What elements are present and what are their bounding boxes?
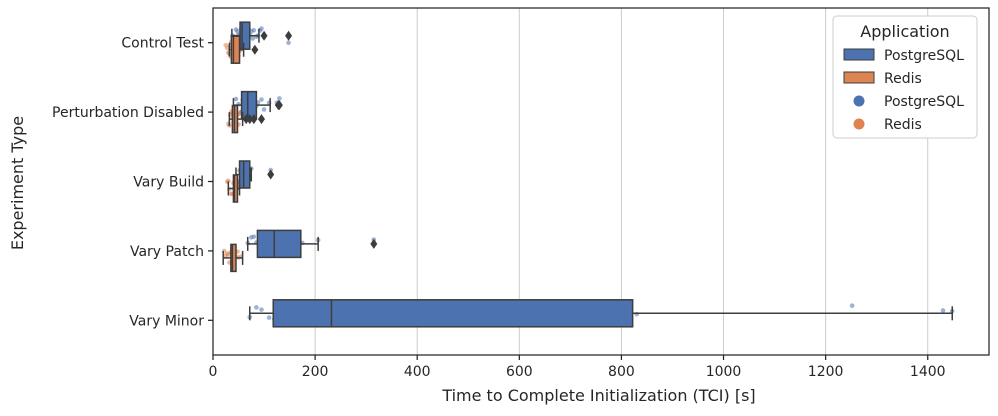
legend-swatch-dot — [853, 118, 865, 130]
x-tick-label: 1000 — [706, 364, 742, 380]
legend-swatch-box — [843, 48, 875, 61]
y-axis-label: Experiment Type — [8, 116, 27, 250]
box-iqr — [232, 174, 239, 203]
legend-label: PostgreSQL — [884, 94, 964, 110]
legend-label: Redis — [884, 71, 922, 87]
box-iqr — [230, 243, 237, 273]
data-point — [254, 305, 259, 310]
x-tick-label: 800 — [608, 364, 635, 380]
legend-title: Application — [860, 22, 949, 41]
outlier-marker — [370, 238, 378, 249]
outlier-marker — [267, 169, 275, 180]
data-point — [233, 96, 239, 102]
outlier-marker — [275, 100, 283, 111]
data-point — [277, 96, 282, 101]
data-point — [259, 26, 264, 31]
outlier-marker — [251, 44, 259, 55]
data-point — [266, 315, 272, 320]
data-point — [226, 178, 231, 184]
x-tick-label: 200 — [302, 364, 329, 380]
x-tick-label: 0 — [209, 364, 218, 380]
x-tick-label: 1200 — [808, 364, 844, 380]
x-axis-ticks: 0 200 400 600 800 1000 1200 1400 — [209, 355, 946, 380]
data-point — [259, 97, 264, 102]
outlier-marker — [258, 114, 265, 125]
legend-swatch-dot — [853, 95, 865, 107]
data-point — [261, 107, 267, 112]
outlier-marker — [285, 30, 293, 41]
x-tick-label: 400 — [404, 364, 431, 380]
legend-label: PostgreSQL — [884, 48, 964, 64]
box-iqr — [230, 35, 241, 64]
grid-lines — [212, 8, 929, 355]
y-tick-label: Perturbation Disabled — [52, 105, 204, 121]
x-tick-label: 600 — [506, 364, 533, 380]
y-tick-label: Vary Patch — [130, 244, 204, 260]
data-point — [259, 307, 264, 312]
outlier-marker — [260, 30, 268, 41]
data-point — [286, 40, 291, 46]
legend-entries: PostgreSQL Redis PostgreSQL Redis — [843, 48, 964, 133]
boxes — [222, 21, 953, 328]
box-iqr — [240, 90, 258, 120]
legend-label: Redis — [884, 117, 922, 133]
box-iqr — [238, 160, 251, 189]
box-iqr — [272, 299, 634, 328]
legend: Application PostgreSQL Redis PostgreSQL Red… — [832, 15, 978, 139]
data-point — [849, 303, 855, 308]
outlier-marker — [250, 114, 258, 125]
y-tick-label: Vary Build — [133, 175, 204, 191]
data-point — [940, 308, 946, 313]
box-iqr — [256, 229, 302, 259]
x-axis-label: Time to Complete Initialization (TCI) [s… — [441, 386, 755, 405]
outlier-marker — [242, 114, 250, 125]
x-tick-label: 1400 — [910, 364, 946, 380]
legend-swatch-box — [843, 71, 875, 84]
y-tick-label: Vary Minor — [129, 313, 204, 329]
y-tick-label: Control Test — [121, 36, 204, 52]
y-axis-ticks: Control Test Perturbation Disabled Vary Bu… — [52, 36, 213, 329]
data-point — [250, 36, 256, 41]
data-point — [251, 234, 257, 239]
outlier-marker — [246, 114, 254, 125]
data-point — [251, 27, 257, 33]
legend-frame — [832, 15, 978, 139]
